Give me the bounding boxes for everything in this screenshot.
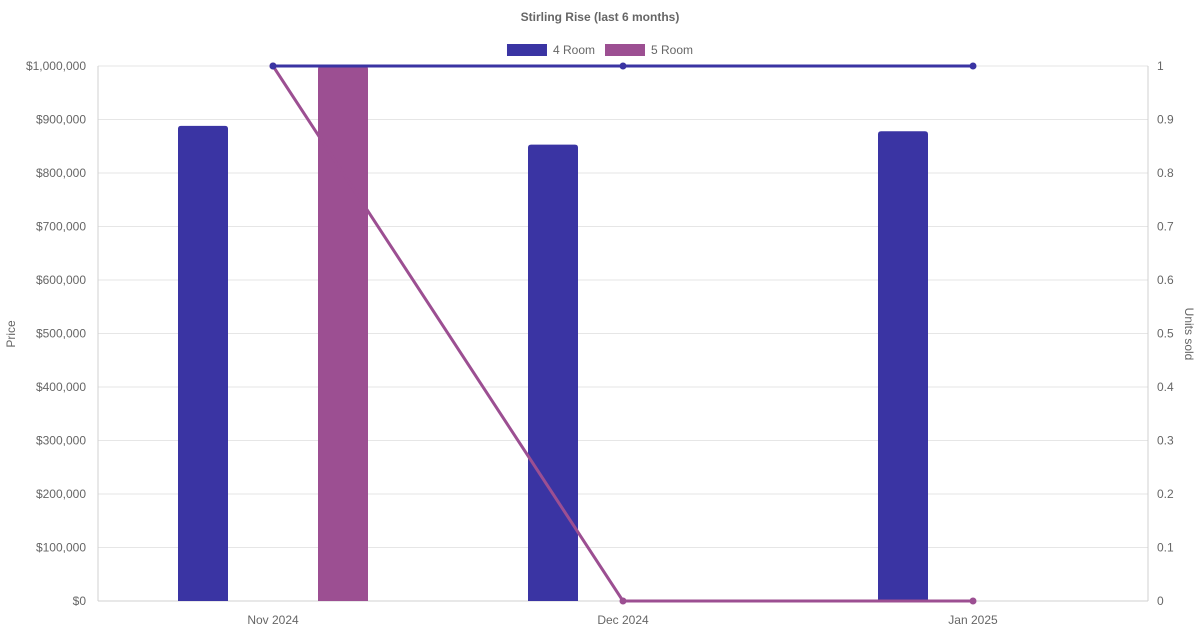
- y-left-tick-label: $0: [73, 594, 87, 608]
- x-axis: Nov 2024 Dec 2024 Jan 2025: [247, 613, 998, 627]
- x-tick-label: Jan 2025: [948, 613, 998, 627]
- line-point: [969, 597, 977, 605]
- y-left-tick-label: $600,000: [36, 273, 86, 287]
- y-left-tick-label: $200,000: [36, 487, 86, 501]
- y-left-tick-label: $400,000: [36, 380, 86, 394]
- y-right-tick-label: 0.2: [1157, 487, 1174, 501]
- y-left-tick-label: $900,000: [36, 113, 86, 127]
- y-right-axis: 0 0.1 0.2 0.3 0.4 0.5 0.6 0.7 0.8 0.9 1: [1157, 59, 1174, 608]
- bars: [178, 66, 928, 602]
- y-right-tick-label: 0.6: [1157, 273, 1174, 287]
- bar: [318, 66, 368, 601]
- y-right-tick-label: 0.7: [1157, 220, 1174, 234]
- y-left-tick-label: $500,000: [36, 327, 86, 341]
- bar: [878, 131, 928, 601]
- legend-swatch: [506, 44, 547, 56]
- y-right-tick-label: 1: [1157, 59, 1164, 73]
- unit-lines: [269, 62, 977, 605]
- y-left-tick-label: $300,000: [36, 434, 86, 448]
- y-left-tick-label: $700,000: [36, 220, 86, 234]
- y-left-tick-label: $1,000,000: [26, 59, 86, 73]
- y-right-tick-label: 0.4: [1157, 380, 1174, 394]
- line-point: [969, 62, 977, 70]
- y-right-tick-label: 0.1: [1157, 541, 1174, 555]
- y-right-tick-label: 0.3: [1157, 434, 1174, 448]
- line-point: [269, 62, 277, 70]
- y-right-tick-label: 0: [1157, 594, 1164, 608]
- y-right-tick-label: 0.9: [1157, 113, 1174, 127]
- y-left-axis-title: Price: [4, 320, 18, 348]
- legend: 4 Room 5 Room: [506, 43, 693, 57]
- legend-label: 5 Room: [651, 43, 693, 57]
- x-tick-label: Nov 2024: [247, 613, 299, 627]
- y-left-axis: $0 $100,000 $200,000 $300,000 $400,000 $500,0…: [26, 59, 86, 608]
- y-right-tick-label: 0.5: [1157, 327, 1174, 341]
- gridlines: [97, 65, 1149, 602]
- legend-label: 4 Room: [553, 43, 595, 57]
- line-point: [619, 62, 627, 70]
- y-right-tick-label: 0.8: [1157, 166, 1174, 180]
- bar: [178, 125, 228, 602]
- line-point: [619, 597, 627, 605]
- x-tick-label: Dec 2024: [597, 613, 649, 627]
- y-left-tick-label: $100,000: [36, 541, 86, 555]
- legend-swatch: [605, 44, 645, 56]
- bar: [528, 144, 578, 601]
- y-right-axis-title: Units sold: [1182, 308, 1196, 361]
- y-left-tick-label: $800,000: [36, 166, 86, 180]
- chart-title: Stirling Rise (last 6 months): [521, 10, 680, 24]
